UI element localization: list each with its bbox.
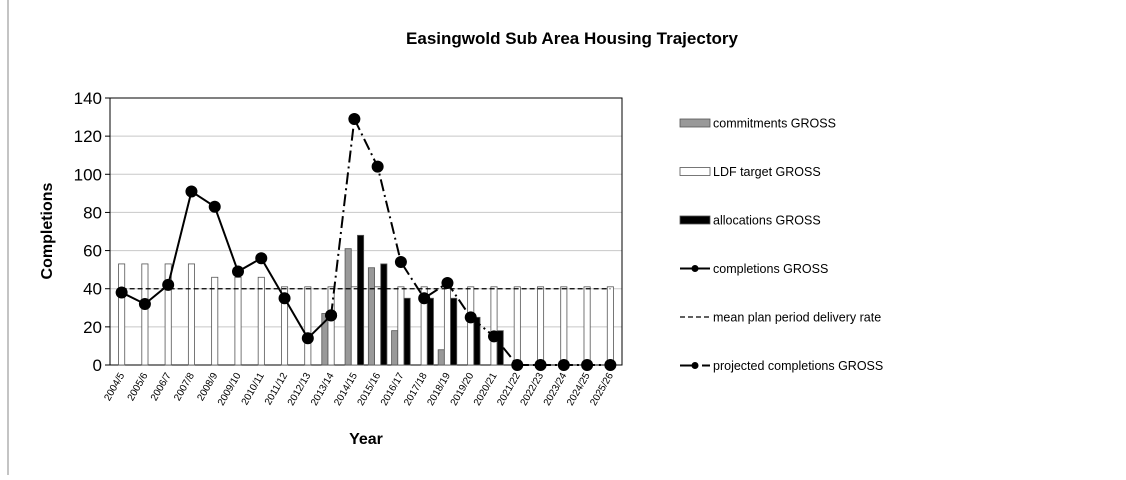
marker <box>185 185 198 198</box>
marker <box>464 311 477 324</box>
bar <box>583 286 591 366</box>
x-axis-label: Year <box>349 431 383 448</box>
bar <box>374 286 382 366</box>
bar <box>437 349 445 366</box>
bar <box>490 286 498 366</box>
marker <box>557 359 570 371</box>
bar <box>187 263 195 366</box>
bar <box>281 286 289 366</box>
plot-area <box>109 97 623 366</box>
bar <box>443 286 451 366</box>
bar <box>606 286 614 366</box>
x-tick-label: 2007/8 <box>172 371 197 403</box>
y-tick-label: 120 <box>74 127 102 146</box>
bar <box>403 297 411 366</box>
legend-label: mean plan period delivery rate <box>713 311 881 325</box>
legend-marker <box>691 265 699 272</box>
bar <box>380 263 388 366</box>
legend-label: completions GROSS <box>713 262 828 276</box>
bar <box>118 263 126 366</box>
bar <box>357 234 365 366</box>
marker <box>301 332 314 345</box>
marker <box>604 359 617 371</box>
legend-label: allocations GROSS <box>713 214 821 228</box>
marker <box>278 292 291 305</box>
marker <box>255 252 268 265</box>
bar <box>473 316 481 366</box>
bar <box>450 297 458 366</box>
x-tick-label: 2006/7 <box>149 371 174 403</box>
bar <box>426 297 434 366</box>
bar <box>211 276 219 366</box>
legend-marker <box>691 362 699 369</box>
bar <box>257 276 265 366</box>
marker <box>138 297 151 310</box>
y-tick-label: 100 <box>74 165 102 184</box>
marker <box>511 359 524 371</box>
bar <box>367 267 375 366</box>
bar <box>141 263 149 366</box>
legend-label: projected completions GROSS <box>713 359 883 373</box>
bar <box>344 248 352 366</box>
marker <box>418 292 431 305</box>
y-tick-label: 0 <box>93 356 102 375</box>
bar <box>467 286 475 366</box>
legend-swatch <box>679 215 711 225</box>
bar <box>164 263 172 366</box>
x-tick-label: 2004/5 <box>102 371 127 403</box>
marker <box>115 286 128 299</box>
legend-label: commitments GROSS <box>713 117 836 131</box>
marker <box>581 359 594 371</box>
marker <box>232 265 244 278</box>
legend-swatch <box>679 118 711 128</box>
y-tick-label: 140 <box>74 89 102 108</box>
bar <box>327 286 335 366</box>
marker <box>394 256 407 269</box>
chart-title: Easingwold Sub Area Housing Trajectory <box>406 29 738 48</box>
marker <box>488 330 500 343</box>
y-tick-label: 80 <box>83 203 102 222</box>
marker <box>325 309 338 322</box>
legend-swatch <box>679 167 711 176</box>
marker <box>441 276 454 289</box>
bar <box>513 286 521 366</box>
legend-label: LDF target GROSS <box>713 165 821 179</box>
bar <box>234 276 242 366</box>
bar <box>350 286 358 366</box>
x-tick-label: 2008/9 <box>196 371 221 403</box>
bar <box>537 286 545 366</box>
bar <box>397 286 405 366</box>
marker <box>534 359 547 371</box>
y-axis-label: Completions <box>39 182 56 279</box>
marker <box>371 160 384 173</box>
bar <box>391 330 399 366</box>
bar <box>560 286 568 366</box>
marker <box>162 278 175 291</box>
x-tick-label: 2025/26 <box>588 371 616 408</box>
y-tick-label: 40 <box>83 280 102 299</box>
y-tick-label: 60 <box>83 242 102 261</box>
line <box>121 189 332 340</box>
bar <box>304 286 312 366</box>
marker <box>348 112 361 125</box>
marker <box>208 200 221 213</box>
y-tick-label: 20 <box>83 318 102 337</box>
x-tick-label: 2005/6 <box>126 371 151 403</box>
